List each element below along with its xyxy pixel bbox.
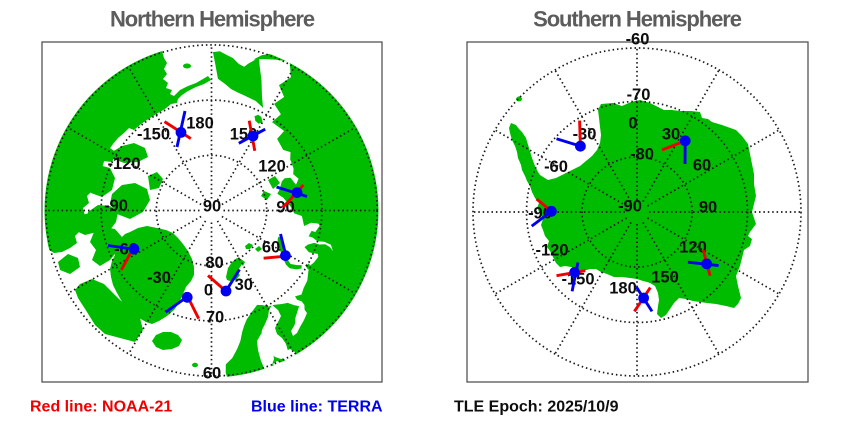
svg-text:-90: -90 [618,198,642,216]
svg-text:-150: -150 [137,126,170,144]
svg-text:-70: -70 [627,86,651,104]
svg-text:60: 60 [203,365,221,383]
svg-text:90: 90 [276,199,294,217]
svg-text:150: 150 [651,269,679,287]
svg-text:90: 90 [203,198,221,216]
svg-text:-120: -120 [535,242,568,260]
svg-text:180: 180 [609,280,637,298]
svg-text:70: 70 [206,309,224,327]
svg-text:Red line: NOAA-21: Red line: NOAA-21 [30,399,172,416]
svg-text:0: 0 [628,115,637,133]
svg-text:Blue line: TERRA: Blue line: TERRA [251,399,383,416]
svg-text:120: 120 [258,158,286,176]
svg-text:-30: -30 [573,126,597,144]
svg-text:-60: -60 [626,31,650,49]
svg-text:30: 30 [662,126,680,144]
svg-text:60: 60 [262,239,280,257]
svg-text:-80: -80 [630,146,654,164]
svg-text:90: 90 [699,199,717,217]
svg-text:180: 180 [186,115,214,133]
svg-text:80: 80 [205,254,223,272]
svg-text:Northern Hemisphere: Northern Hemisphere [110,7,315,32]
svg-text:TLE Epoch: 2025/10/9: TLE Epoch: 2025/10/9 [454,399,619,416]
svg-text:-90: -90 [104,197,128,215]
svg-text:30: 30 [235,276,253,294]
svg-text:-30: -30 [147,269,171,287]
svg-text:-90: -90 [528,205,552,223]
svg-text:-60: -60 [544,158,568,176]
svg-text:0: 0 [204,282,213,300]
svg-text:-120: -120 [107,155,140,173]
svg-text:-150: -150 [561,271,594,289]
svg-text:120: 120 [679,239,707,257]
svg-text:Southern Hemisphere: Southern Hemisphere [533,7,742,32]
svg-text:60: 60 [693,157,711,175]
